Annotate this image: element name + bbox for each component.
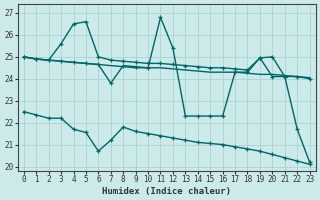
X-axis label: Humidex (Indice chaleur): Humidex (Indice chaleur): [102, 187, 231, 196]
